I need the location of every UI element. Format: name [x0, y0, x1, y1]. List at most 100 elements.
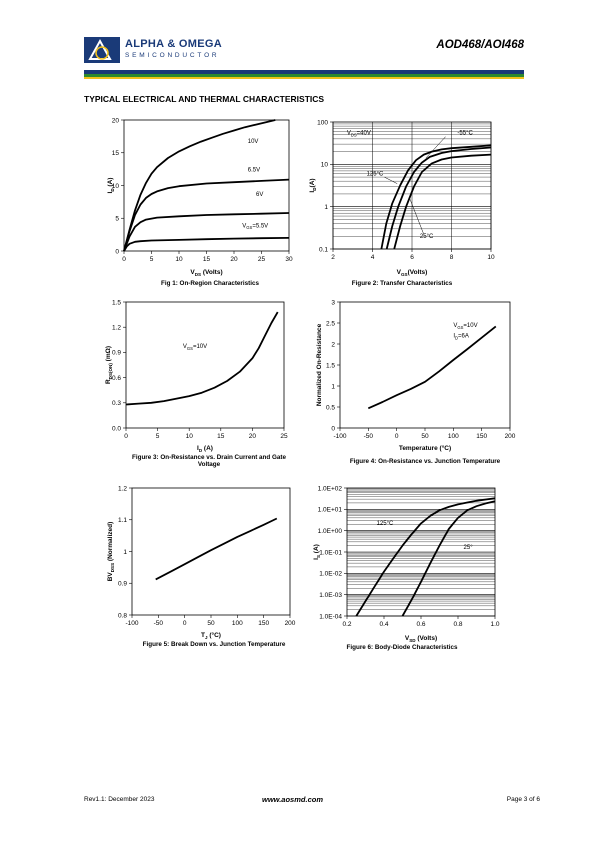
chart-on-region: 0 5 10 15 20 25 30 0 5 10 15 20 VDS (Volts) ID (A) 10V… [107, 117, 293, 277]
x-axis-label: ID (A) [197, 445, 213, 452]
brand-name: ALPHA & OMEGA [125, 38, 222, 50]
series-line [401, 500, 496, 617]
series-line [123, 237, 290, 252]
annotation-label: 6.5V [248, 168, 260, 174]
brand-subtitle: SEMICONDUCTOR [125, 52, 220, 59]
plot-frame [131, 487, 291, 616]
x-tick-label: 15 [203, 256, 211, 263]
chart-caption: Figure 5: Break Down vs. Junction Temper… [142, 641, 286, 648]
header-bar-green [84, 74, 524, 77]
footer-page: Page 3 of 6 [506, 796, 540, 803]
x-tick-label: 50 [207, 620, 215, 627]
y-tick-label: 5 [115, 216, 119, 223]
y-tick-label: 1.0E-02 [319, 571, 342, 578]
y-tick-label: 1.5 [112, 299, 121, 306]
chart-caption: Figure 3: On-Resistance vs. Drain Curren… [132, 454, 286, 468]
series-line [123, 178, 290, 252]
y-tick-label: 0.6 [112, 375, 121, 382]
x-tick-label: 100 [448, 433, 459, 440]
y-tick-label: 1.2 [112, 325, 121, 332]
y-tick-label: 2.5 [326, 320, 335, 327]
series-line [367, 325, 497, 410]
y-axis-label: BVDSS (Normalized) [107, 522, 115, 582]
x-tick-label: 10 [487, 254, 495, 261]
annotation-label: VGS=10V [183, 344, 207, 351]
series-line [393, 153, 492, 250]
footer-url[interactable]: www.aosmd.com [262, 795, 323, 804]
company-logo [84, 37, 120, 63]
series-line [155, 517, 278, 581]
x-tick-label: 25 [258, 256, 266, 263]
chart-on-resistance-current: 0 5 10 15 20 25 0.0 0.3 0.6 0.9 1.2 1.5 ID (A) RDS(ON… [105, 299, 288, 452]
annotation-label: 10V [248, 139, 259, 145]
part-number: AOD468/AOI468 [436, 39, 524, 51]
y-tick-label: 0.9 [112, 350, 121, 357]
x-axis-label: VSD (Volts) [405, 635, 437, 643]
y-tick-label: 1.2 [118, 485, 127, 492]
x-tick-label: 8 [450, 254, 454, 261]
y-tick-label: 0 [331, 425, 335, 432]
x-tick-label: 0.6 [416, 621, 425, 628]
x-tick-label: 200 [285, 620, 296, 627]
x-tick-label: -50 [364, 433, 374, 440]
header-bar-yellow [84, 77, 524, 79]
annotation-label: 6V [256, 192, 263, 198]
y-tick-label: 1 [331, 383, 335, 390]
x-tick-label: 50 [421, 433, 429, 440]
annotation-label: ID=6A [453, 334, 469, 341]
x-axis-label: Temperature (°C) [399, 444, 451, 452]
series-line [355, 497, 496, 617]
y-axis-label: RDS(ON) (mΩ) [105, 346, 113, 384]
y-tick-label: 1.0E+02 [318, 485, 343, 492]
y-tick-label: 1 [324, 204, 328, 211]
y-tick-label: 0.9 [118, 581, 127, 588]
y-axis-label: IS (A) [313, 544, 321, 560]
annotation-label: 25°C [420, 234, 434, 240]
plot-frame [125, 301, 285, 429]
x-tick-label: 100 [232, 620, 243, 627]
leader-line [425, 136, 446, 159]
x-tick-label: -100 [333, 433, 346, 440]
y-tick-label: 1.0E+01 [318, 507, 343, 514]
x-tick-label: 10 [186, 433, 194, 440]
x-tick-label: 150 [476, 433, 487, 440]
x-axis-label: VDS (Volts) [190, 269, 222, 277]
x-tick-label: 200 [505, 433, 516, 440]
y-tick-label: 0.3 [112, 400, 121, 407]
annotation-label: VGS=10V [453, 323, 477, 330]
series-line [123, 119, 276, 252]
section-title: TYPICAL ELECTRICAL AND THERMAL CHARACTER… [84, 94, 325, 104]
x-tick-label: 30 [285, 256, 293, 263]
x-tick-label: 20 [249, 433, 257, 440]
x-tick-label: 0 [395, 433, 399, 440]
y-tick-label: 1.0E+00 [318, 528, 343, 535]
x-tick-label: 0 [122, 256, 126, 263]
x-axis-label: VGS(Volts) [397, 269, 428, 277]
x-tick-label: 10 [175, 256, 183, 263]
series-line [123, 212, 290, 252]
y-tick-label: 1.0E-01 [319, 549, 342, 556]
y-tick-label: 0.0 [112, 425, 121, 432]
chart-transfer: 2 4 6 8 10 0.1 1 10 100 VGS(Volts) ID(A) VDS=40V -55… [309, 119, 495, 277]
y-tick-label: 20 [112, 117, 120, 124]
series-line [385, 146, 492, 250]
y-tick-label: 3 [331, 299, 335, 306]
chart-breakdown-temp: -100 -50 0 50 100 150 200 0.8 0.9 1 1.1 1.2 TJ (°C) B… [107, 485, 296, 640]
chart-on-resistance-temp: -100 -50 0 50 100 150 200 0 0.5 1 1.5 2 2.5 3 Temperat… [316, 299, 516, 452]
leader-line [384, 176, 398, 184]
x-tick-label: 5 [150, 256, 154, 263]
annotation-label: -55°C [457, 131, 473, 137]
x-tick-label: 150 [258, 620, 269, 627]
x-tick-label: 0 [124, 433, 128, 440]
annotation-label: 125°C [377, 521, 394, 527]
chart-caption: Figure 6: Body-Diode Characteristics [346, 644, 458, 651]
y-tick-label: 0.5 [326, 404, 335, 411]
chart-caption: Figure 4: On-Resistance vs. Junction Tem… [349, 458, 501, 465]
x-tick-label: 1.0 [490, 621, 499, 628]
series-line [125, 311, 279, 406]
annotation-label: 125°C [367, 171, 384, 177]
header-bar-blue [84, 70, 524, 74]
x-tick-label: 0 [183, 620, 187, 627]
y-axis-label: ID (A) [107, 178, 115, 194]
y-tick-label: 10 [321, 162, 329, 169]
